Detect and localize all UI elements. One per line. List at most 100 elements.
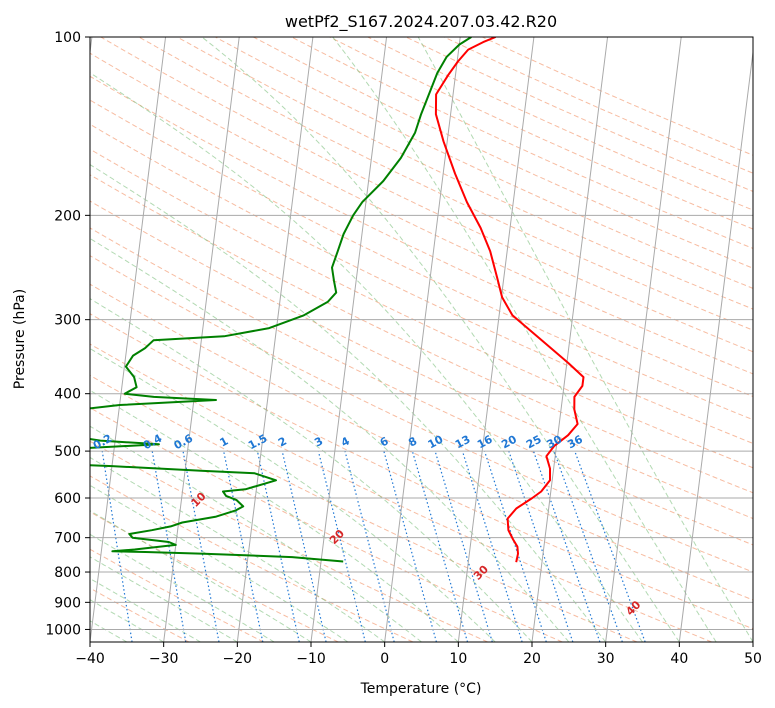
x-axis-ticks: −40 −30 −20 −10 0 10 20 30 40 50 [75, 642, 762, 667]
mixing-ratio-line [256, 450, 300, 642]
dry-adiabat-line [100, 37, 753, 353]
dry-adiabat-line [90, 313, 753, 630]
isobars [90, 37, 753, 630]
mixing-ratio-label: 36 [565, 433, 585, 452]
dry-adiabat-line [90, 75, 753, 398]
moist-adiabat-line [201, 37, 680, 642]
y-tick-label: 200 [54, 208, 81, 224]
moist-adiabat-line [90, 164, 607, 642]
y-axis-label: Pressure (hPa) [12, 289, 28, 389]
dry-adiabat-line [90, 227, 753, 546]
x-tick-label: 50 [744, 651, 762, 667]
dry-adiabat-line [90, 374, 638, 642]
moist-adiabat-line [90, 484, 349, 642]
moist-adiabat-line [90, 298, 533, 642]
x-tick-label: 40 [670, 651, 688, 667]
dry-adiabat-line [90, 123, 753, 444]
isotherms [90, 37, 753, 642]
mixing-ratio-line [532, 450, 601, 642]
dry-adiabat-line [90, 440, 488, 642]
y-tick-label: 300 [54, 313, 81, 329]
x-tick-label: −40 [75, 651, 105, 667]
mixing-ratio-line [101, 451, 133, 642]
moist-adiabat-line [90, 577, 201, 642]
moist-adiabat-line [332, 37, 717, 642]
isotherm-line [236, 37, 314, 642]
dry-adiabat-line [90, 52, 753, 375]
y-axis-ticks: 100 200 300 400 500 600 700 800 900 1000 [45, 30, 90, 638]
mixing-ratio-line [317, 450, 366, 642]
mixing-ratio-line [553, 450, 623, 642]
x-tick-label: 10 [449, 651, 467, 667]
x-tick-label: 30 [597, 651, 615, 667]
mixing-ratio-line [281, 450, 327, 642]
moist-adiabat-line [90, 389, 459, 642]
dry-adiabat-line [90, 174, 753, 494]
y-tick-label: 600 [54, 491, 81, 507]
chart-title: wetPf2_S167.2024.207.03.42.R20 [285, 12, 557, 32]
mixing-ratio-line [182, 450, 220, 642]
dry-adiabat-line [90, 407, 563, 642]
y-tick-label: 900 [54, 595, 81, 611]
mixing-ratio-line [434, 450, 493, 642]
moist-adiabat-line [90, 456, 385, 642]
mixing-ratio-label: 13 [453, 433, 473, 452]
dewpoint-profile-line [90, 37, 472, 563]
plot-area: 0.10.20.40.611.52346810131620253036-100-… [90, 37, 753, 642]
dry-adiabat-line [367, 37, 753, 211]
mixing-ratio-lines [101, 450, 646, 642]
y-tick-label: 100 [54, 30, 81, 46]
isotherm-line [457, 37, 535, 642]
dry-adiabat-line [90, 475, 414, 642]
y-tick-label: 800 [54, 565, 81, 581]
moist-adiabat-line [90, 556, 238, 642]
isotherm-line [163, 37, 240, 642]
dry-adiabat-line [215, 37, 753, 289]
mixing-ratio-line [383, 450, 437, 642]
moist-adiabat-line [90, 533, 275, 642]
dry-adiabat-line [291, 37, 753, 249]
mixing-ratio-label: 25 [524, 433, 544, 452]
x-tick-label: 0 [380, 651, 389, 667]
isotherm-line [310, 37, 388, 642]
y-tick-label: 1000 [45, 622, 81, 638]
y-tick-label: 700 [54, 531, 81, 547]
mixing-ratio-line [344, 450, 395, 642]
isotherm-line [90, 37, 167, 642]
isotherm-line [605, 37, 682, 642]
moist-adiabat-line [417, 37, 753, 642]
mixing-ratio-label: 16 [475, 433, 495, 452]
moist-adiabat-line [90, 237, 570, 642]
x-tick-label: −30 [149, 651, 179, 667]
dry-adiabat-line [90, 343, 712, 642]
y-tick-label: 500 [54, 444, 81, 460]
moist-adiabat-line [90, 72, 643, 642]
dry-adiabat-line [329, 37, 753, 230]
x-axis-label: Temperature (°C) [360, 681, 482, 697]
sounding-series [90, 37, 585, 563]
x-tick-label: −10 [296, 651, 326, 667]
x-tick-label: 20 [523, 651, 541, 667]
isotherm-line [384, 37, 461, 642]
mixing-ratio-label: 30 [545, 433, 565, 452]
mixing-ratio-label: 20 [499, 433, 519, 452]
dry-adiabat-line [176, 37, 753, 310]
mixing-ratio-line [508, 450, 574, 642]
moist-adiabats [90, 37, 753, 642]
y-tick-label: 400 [54, 387, 81, 403]
mixing-ratio-label: 10 [426, 433, 446, 452]
line-labels: 0.10.20.40.611.52346810131620253036-100-… [91, 432, 644, 619]
mixing-ratio-line [223, 450, 264, 642]
mixing-ratio-line [411, 450, 469, 642]
isotherm-line [531, 37, 609, 642]
x-tick-label: −20 [223, 651, 253, 667]
dry-adiabat-line [405, 37, 753, 192]
plot-frame [89, 36, 754, 643]
temperature-profile-line [434, 37, 585, 563]
mixing-ratio-line [461, 450, 523, 642]
isotherm-line [678, 48, 753, 642]
dry-adiabat-line [138, 37, 753, 331]
moist-adiabat-line [90, 347, 496, 642]
